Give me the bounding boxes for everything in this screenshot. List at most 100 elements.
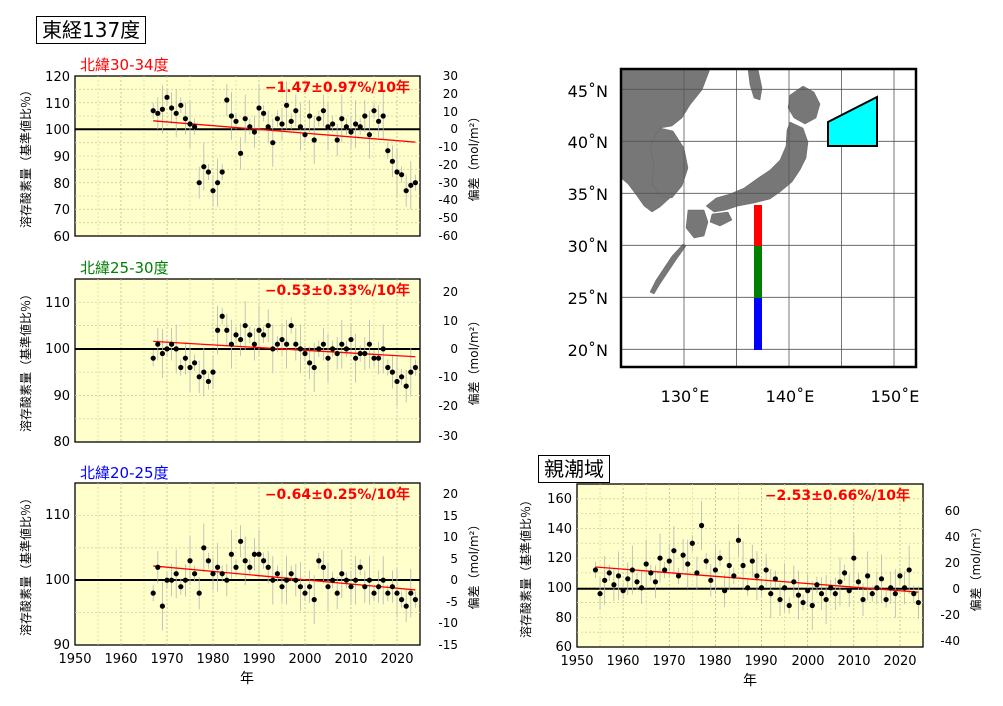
data-point-oyashio-25 <box>708 577 714 583</box>
data-point-25-30N-20 <box>242 322 248 329</box>
data-point-30-34N-36 <box>316 116 322 122</box>
data-point-30-34N-32 <box>297 124 303 130</box>
data-point-oyashio-61 <box>874 585 880 591</box>
data-point-20-25N-7 <box>182 577 188 583</box>
trend-line-30-34N <box>153 120 416 143</box>
data-point-oyashio-26 <box>712 567 719 573</box>
data-point-oyashio-43 <box>791 579 797 585</box>
data-point-20-25N-35 <box>311 597 317 603</box>
data-point-oyashio-52 <box>832 591 838 597</box>
right-tick-oyashio-m40: -40 <box>940 634 960 648</box>
x-tick-oyashio-2010: 2010 <box>837 654 870 669</box>
data-point-30-34N-42 <box>343 124 349 130</box>
data-point-oyashio-65 <box>892 591 898 597</box>
data-point-25-30N-8 <box>187 364 193 371</box>
data-point-oyashio-14 <box>657 555 663 561</box>
data-point-30-34N-31 <box>293 108 299 114</box>
land-shikoku <box>709 211 733 227</box>
data-point-20-25N-39 <box>330 577 336 583</box>
data-point-30-34N-13 <box>210 188 216 194</box>
data-point-20-25N-31 <box>293 577 299 583</box>
data-point-20-25N-23 <box>256 551 262 557</box>
data-point-oyashio-35 <box>754 573 760 579</box>
data-point-30-34N-50 <box>380 113 386 119</box>
ylabel-left-25-30N: 溶存酸素量（基準値比％） <box>18 288 33 432</box>
data-point-30-34N-34 <box>307 113 313 119</box>
data-point-20-25N-17 <box>228 551 234 557</box>
data-point-25-30N-12 <box>205 378 211 385</box>
ylabel-left-oyashio: 溶存酸素量（基準値比％） <box>518 494 533 638</box>
data-point-25-30N-22 <box>251 341 257 347</box>
data-point-oyashio-41 <box>782 585 788 591</box>
data-point-30-34N-24 <box>261 110 267 116</box>
data-point-oyashio-10 <box>638 585 645 591</box>
data-point-oyashio-59 <box>865 573 871 579</box>
data-point-25-30N-31 <box>293 341 299 347</box>
right-tick-30-34N-0: 0 <box>450 122 458 136</box>
land-honshu <box>705 121 809 213</box>
data-point-20-25N-25 <box>265 564 271 570</box>
data-point-30-34N-9 <box>192 124 198 130</box>
data-point-oyashio-8 <box>629 567 635 573</box>
data-point-20-25N-56 <box>408 590 414 596</box>
data-point-30-34N-29 <box>284 102 290 108</box>
data-marks-oyashio <box>592 501 921 630</box>
data-point-30-34N-44 <box>353 121 359 127</box>
x-tick-20-25N-1970: 1970 <box>150 652 183 667</box>
left-tick-25-30N-80: 80 <box>53 435 70 450</box>
data-point-25-30N-21 <box>247 332 253 338</box>
panel-label-20-25N: 北緯20-25度 <box>80 464 169 482</box>
data-point-20-25N-54 <box>399 597 405 603</box>
right-tick-20-25N-m15: -15 <box>438 638 458 652</box>
data-point-oyashio-39 <box>772 576 778 582</box>
data-point-25-30N-24 <box>261 332 267 338</box>
panel-25-30N: 北緯25-30度 −0.53±0.33%/10年 80 90 100 110 -… <box>18 259 481 450</box>
data-point-oyashio-66 <box>897 573 903 579</box>
data-point-30-34N-52 <box>389 158 395 164</box>
ylabel-right-20-25N: 偏差（mol/m²） <box>466 519 481 610</box>
data-point-30-34N-57 <box>412 180 418 186</box>
data-point-30-34N-41 <box>339 116 345 122</box>
trend-line-25-30N <box>153 340 416 358</box>
data-point-oyashio-57 <box>855 579 862 585</box>
data-point-20-25N-27 <box>274 571 280 577</box>
data-point-30-34N-40 <box>334 137 340 143</box>
data-point-30-34N-55 <box>403 188 409 194</box>
plot-area-25-30N <box>74 278 421 443</box>
data-point-25-30N-50 <box>380 346 386 352</box>
data-point-oyashio-51 <box>828 585 834 591</box>
right-tick-oyashio-20: 20 <box>945 556 960 570</box>
data-point-oyashio-15 <box>662 567 668 573</box>
data-point-20-25N-49 <box>376 584 382 590</box>
data-point-25-30N-16 <box>224 327 230 333</box>
left-tick-20-25N-110: 110 <box>45 508 70 523</box>
ylabel-left-20-25N: 溶存酸素量（基準値比％） <box>18 492 33 636</box>
right-tick-30-34N-m40: -40 <box>438 193 458 207</box>
data-point-20-25N-0 <box>150 590 156 596</box>
right-tick-20-25N-0: 0 <box>450 573 458 587</box>
data-point-25-30N-23 <box>256 327 262 333</box>
data-point-25-30N-41 <box>339 341 345 347</box>
data-point-oyashio-40 <box>777 596 783 603</box>
oyashio-region <box>827 95 878 147</box>
data-point-30-34N-8 <box>187 121 193 127</box>
data-point-oyashio-16 <box>666 558 672 564</box>
data-point-30-34N-3 <box>164 94 170 100</box>
data-point-25-30N-15 <box>219 313 225 319</box>
data-point-25-30N-10 <box>196 374 202 380</box>
x-tick-20-25N-1990: 1990 <box>242 652 275 667</box>
data-point-25-30N-28 <box>279 336 285 343</box>
panel-30-34N: 北緯30-34度 −1.47±0.97%/10年 60 70 80 90 100… <box>18 56 481 245</box>
right-tick-25-30N-m30: -30 <box>438 429 458 443</box>
right-tick-30-34N-10: 10 <box>443 105 458 119</box>
data-point-20-25N-53 <box>394 590 400 596</box>
data-point-25-30N-6 <box>178 364 184 371</box>
data-point-oyashio-20 <box>685 561 691 567</box>
data-point-25-30N-25 <box>265 322 271 329</box>
right-tick-20-25N-5: 5 <box>450 552 458 566</box>
data-point-oyashio-13 <box>652 579 659 585</box>
right-tick-25-30N-m20: -20 <box>438 399 458 413</box>
data-point-20-25N-21 <box>247 564 253 570</box>
data-point-30-34N-47 <box>366 132 372 138</box>
data-point-oyashio-70 <box>915 599 921 606</box>
